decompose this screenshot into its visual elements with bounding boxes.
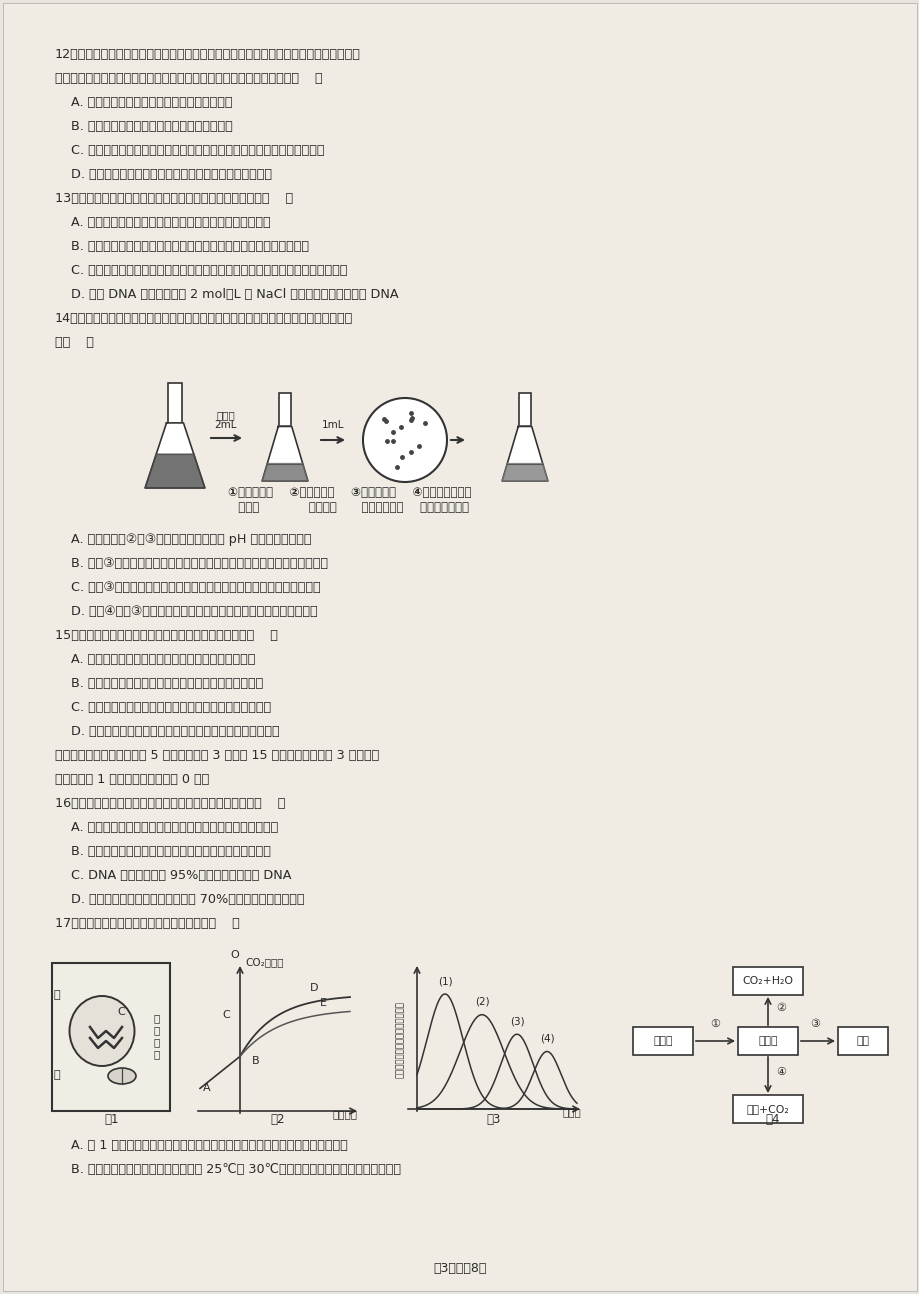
Polygon shape <box>262 427 308 481</box>
Text: 上清液: 上清液 <box>216 410 235 421</box>
Text: CO₂+H₂O: CO₂+H₂O <box>742 976 792 986</box>
Text: 接种培养、菌落观察与计数。下列与此实验相关问题的叙述中正确的是（    ）: 接种培养、菌落观察与计数。下列与此实验相关问题的叙述中正确的是（ ） <box>55 72 323 85</box>
Text: 洸出液            基中培养      分解尿素细菌    力的鉴定和比较: 洸出液 基中培养 分解尿素细菌 力的鉴定和比较 <box>231 501 469 514</box>
Text: 叶: 叶 <box>153 1013 160 1024</box>
Text: 图4: 图4 <box>765 1113 779 1126</box>
Text: 乙: 乙 <box>54 1070 61 1080</box>
FancyBboxPatch shape <box>167 383 182 423</box>
Text: (4): (4) <box>539 1034 554 1043</box>
Text: 17、仔细分析下列四图，有关说法错误的是（    ）: 17、仔细分析下列四图，有关说法错误的是（ ） <box>55 917 240 930</box>
FancyBboxPatch shape <box>52 963 170 1112</box>
Text: 图1: 图1 <box>105 1113 119 1126</box>
Text: A. 培养基中添加蔗糖的目的是提供营养和调节渗透压: A. 培养基中添加蔗糖的目的是提供营养和调节渗透压 <box>55 653 255 666</box>
Text: CO₂吸收量: CO₂吸收量 <box>244 958 283 967</box>
Text: B. 利用平板划线法对细菌进行分离纯化并计数: B. 利用平板划线法对细菌进行分离纯化并计数 <box>55 120 233 133</box>
FancyBboxPatch shape <box>837 1027 887 1055</box>
FancyBboxPatch shape <box>632 1027 692 1055</box>
Text: (1): (1) <box>437 976 452 986</box>
Polygon shape <box>145 454 205 488</box>
FancyBboxPatch shape <box>3 3 916 1291</box>
Text: 催化同底物消耗的酶作所需的时间: 催化同底物消耗的酶作所需的时间 <box>395 1002 404 1078</box>
Text: 14、如图是研究人员从红棕壤中筛选高效分解尿素细菌的过程示意图，有关叙述错误的: 14、如图是研究人员从红棕壤中筛选高效分解尿素细菌的过程示意图，有关叙述错误的 <box>55 312 353 325</box>
Text: D. 培养基中含有的蛋白胨可以为细菌培养提供碳源和氮源: D. 培养基中含有的蛋白胨可以为细菌培养提供碳源和氮源 <box>55 168 272 181</box>
Text: C. 观察细菌培养的实验时，最好是在另一块平板上接种清水作为对照实验: C. 观察细菌培养的实验时，最好是在另一块平板上接种清水作为对照实验 <box>55 144 324 157</box>
Text: B. 提取光合色素过程中，加入无水乙醇的作用是溶解色素: B. 提取光合色素过程中，加入无水乙醇的作用是溶解色素 <box>55 845 270 858</box>
Text: B. 消毒后的转基因植物叶片接种到无菌培养基上，培养获得愈伤组织: B. 消毒后的转基因植物叶片接种到无菌培养基上，培养获得愈伤组织 <box>55 239 309 254</box>
Text: A. 脂肪鉴定实验中，使用酒精的目的是溶解花生子叶细胞膜: A. 脂肪鉴定实验中，使用酒精的目的是溶解花生子叶细胞膜 <box>55 820 278 835</box>
Text: 12、某小组同学为了调查湖水中细菌的污染情况而进行了实验，包括制备培养基、灯菌、: 12、某小组同学为了调查湖水中细菌的污染情况而进行了实验，包括制备培养基、灯菌、 <box>55 48 360 61</box>
Text: (2): (2) <box>474 996 489 1007</box>
Text: 图2: 图2 <box>270 1113 285 1126</box>
Text: A. 新鲜的葡萄汁中接种一定量的干酵母菌，发酵制作果酒: A. 新鲜的葡萄汁中接种一定量的干酵母菌，发酵制作果酒 <box>55 216 270 229</box>
Text: D. 步骤④挑取③中不同种的菌落分别接种，比较细菌分解尿素的能力: D. 步骤④挑取③中不同种的菌落分别接种，比较细菌分解尿素的能力 <box>55 606 317 619</box>
Text: 二、多项选择题（本题包括 5 小题，每小题 3 分，共 15 分。全部选对的得 3 分，选对: 二、多项选择题（本题包括 5 小题，每小题 3 分，共 15 分。全部选对的得 … <box>55 749 379 762</box>
Text: 胞: 胞 <box>153 1049 160 1058</box>
Text: 甲: 甲 <box>54 990 61 1000</box>
FancyBboxPatch shape <box>732 967 802 995</box>
Text: 第3页，兲8页: 第3页，兲8页 <box>433 1262 486 1275</box>
Polygon shape <box>145 423 205 488</box>
Polygon shape <box>502 463 548 481</box>
Text: ①: ① <box>709 1018 720 1029</box>
Text: ①制备红棕壤    ②在选择培养    ③筛选、纯化    ④细菌分解尿素能: ①制备红棕壤 ②在选择培养 ③筛选、纯化 ④细菌分解尿素能 <box>228 487 471 499</box>
Text: C. DNA 提取时，加入 95%的酒精有利于析出 DNA: C. DNA 提取时，加入 95%的酒精有利于析出 DNA <box>55 870 291 883</box>
Text: 13、下列高中生物学实验或实践活动中，无法达到目的的是（    ）: 13、下列高中生物学实验或实践活动中，无法达到目的的是（ ） <box>55 192 293 204</box>
Text: A. 在配制步骤②、③的培养基时，应先调 pH 值后高压蔓汽灯菌: A. 在配制步骤②、③的培养基时，应先调 pH 值后高压蔓汽灯菌 <box>55 533 312 546</box>
Text: 是（    ）: 是（ ） <box>55 336 94 349</box>
Text: E: E <box>320 999 326 1008</box>
Text: C: C <box>117 1007 125 1017</box>
Text: B: B <box>252 1056 259 1066</box>
Text: ③: ③ <box>810 1018 820 1029</box>
Polygon shape <box>262 463 308 481</box>
Text: 乳酸: 乳酸 <box>856 1036 868 1046</box>
Text: 15、下列有关「菊花的组织培养」实验说法不正确的是（    ）: 15、下列有关「菊花的组织培养」实验说法不正确的是（ ） <box>55 629 278 642</box>
Text: A. 实验用过的带菌培养基经过加热后才能倒掉: A. 实验用过的带菌培养基经过加热后才能倒掉 <box>55 96 233 109</box>
Text: 16、酒精是生物实验常用的试剂之一，相关叙述正确的是（    ）: 16、酒精是生物实验常用的试剂之一，相关叙述正确的是（ ） <box>55 797 285 810</box>
Text: C: C <box>221 1011 230 1021</box>
Text: 2mL: 2mL <box>214 421 237 430</box>
Text: (3): (3) <box>509 1016 524 1026</box>
Polygon shape <box>502 427 548 481</box>
Text: B. 植物光合和呼吸的最适温度分别为 25℃和 30℃，在其他条件充足且适宜的情况下，: B. 植物光合和呼吸的最适温度分别为 25℃和 30℃，在其他条件充足且适宜的情… <box>55 1163 401 1176</box>
Text: 图3: 图3 <box>486 1113 501 1126</box>
Text: D: D <box>310 983 318 994</box>
Text: O: O <box>230 950 239 960</box>
FancyBboxPatch shape <box>518 393 530 427</box>
Text: B. 培养基中可以不添加生长素和细胞分裂素等植物激素: B. 培养基中可以不添加生长素和细胞分裂素等植物激素 <box>55 677 263 690</box>
Ellipse shape <box>108 1068 136 1084</box>
Text: 肉: 肉 <box>153 1025 160 1035</box>
Text: 丙酮酸: 丙酮酸 <box>757 1036 777 1046</box>
Text: C. 在蔗糖溶液中加入适量红墨水，可用于观察洋葱鳞片叶内表皮细胞的质壁分离: C. 在蔗糖溶液中加入适量红墨水，可用于观察洋葱鳞片叶内表皮细胞的质壁分离 <box>55 264 347 277</box>
Text: D. 微生物实验室培养过程中，常用 70%的酒精对双手进行消毒: D. 微生物实验室培养过程中，常用 70%的酒精对双手进行消毒 <box>55 893 304 906</box>
Text: D. 在含 DNA 的滤液中加入 2 mol／L 的 NaCl 溶液，去除杂质并析出 DNA: D. 在含 DNA 的滤液中加入 2 mol／L 的 NaCl 溶液，去除杂质并… <box>55 289 398 302</box>
FancyBboxPatch shape <box>737 1027 797 1055</box>
Ellipse shape <box>70 996 134 1066</box>
Text: A. 图 1 中的两种细胞器，在光照充足时，乙同化作用所需的原料都来自细胞外: A. 图 1 中的两种细胞器，在光照充足时，乙同化作用所需的原料都来自细胞外 <box>55 1139 347 1152</box>
Text: C. 外植体的消毒既要考虑效果，又要考虑植物的耐受能力: C. 外植体的消毒既要考虑效果，又要考虑植物的耐受能力 <box>55 701 271 714</box>
Text: 1mL: 1mL <box>322 421 344 430</box>
Text: A: A <box>203 1083 210 1093</box>
Text: 乙醇+CO₂: 乙醇+CO₂ <box>746 1104 789 1114</box>
Text: B. 步骤③纯化分解尿素的原理是将聚集的细菌分散，可以获得单细胞菌落: B. 步骤③纯化分解尿素的原理是将聚集的细菌分散，可以获得单细胞菌落 <box>55 556 328 569</box>
Text: D. 培育出的试管苗可以进行光合作用，应直接移栽到大田中: D. 培育出的试管苗可以进行光合作用，应直接移栽到大田中 <box>55 725 279 738</box>
Text: ②: ② <box>775 1003 785 1013</box>
Text: 光照强度: 光照强度 <box>333 1109 357 1119</box>
Text: 细: 细 <box>153 1036 160 1047</box>
Text: C. 步骤③采用涂布平板法接种，可用于将牛肉蛋白胨培养基中加入尿素: C. 步骤③采用涂布平板法接种，可用于将牛肉蛋白胨培养基中加入尿素 <box>55 581 321 594</box>
FancyBboxPatch shape <box>732 1095 802 1123</box>
Text: 葡萄糖: 葡萄糖 <box>652 1036 672 1046</box>
FancyBboxPatch shape <box>279 393 290 427</box>
Text: 但不全的得 1 分，错选或不答的得 0 分）: 但不全的得 1 分，错选或不答的得 0 分） <box>55 773 209 785</box>
Text: 酶浓度: 酶浓度 <box>562 1106 581 1117</box>
Text: ④: ④ <box>775 1068 785 1077</box>
Circle shape <box>363 399 447 481</box>
